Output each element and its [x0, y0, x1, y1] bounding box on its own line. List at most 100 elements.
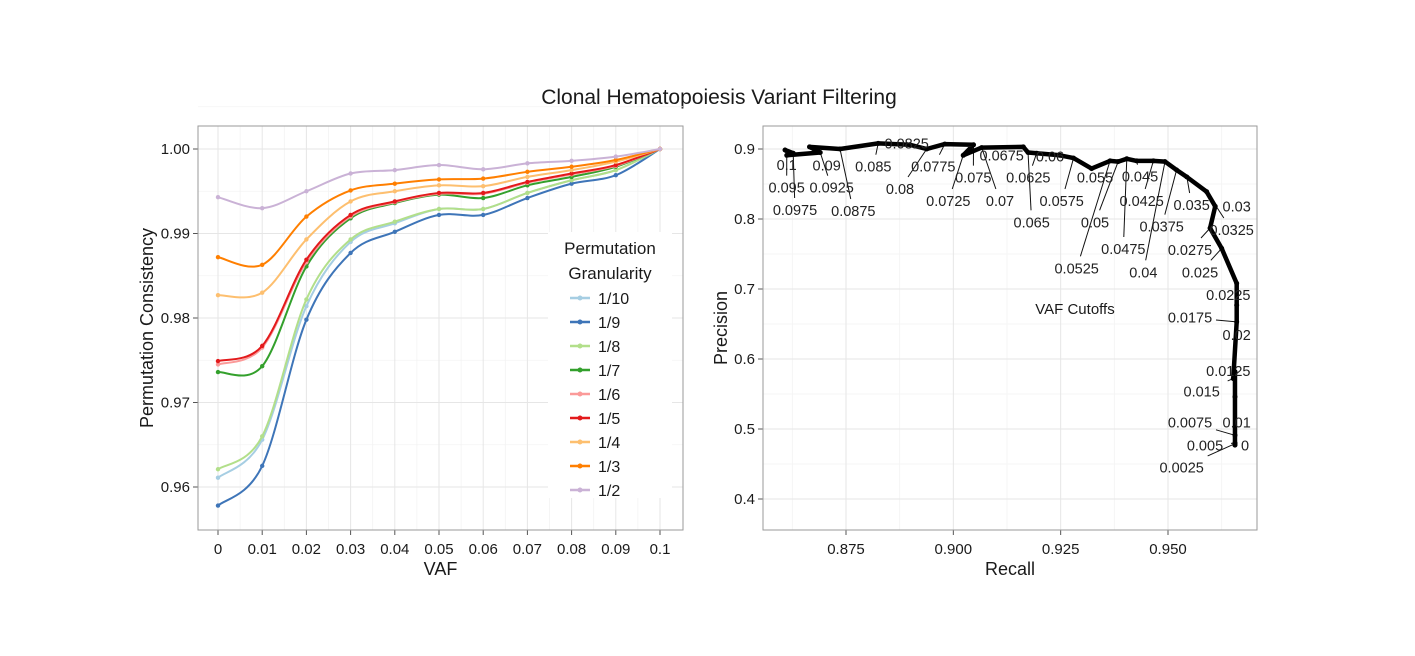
legend-key-point [578, 464, 583, 469]
legend-label: 1/7 [598, 363, 620, 380]
pr-point [971, 142, 976, 147]
x-tick-label: 0.09 [601, 541, 630, 558]
x-tick-label: 0.03 [336, 541, 365, 558]
cutoff-label: 0.06 [1036, 150, 1064, 166]
y-tick-label: 0.96 [161, 479, 190, 496]
pr-point [1232, 443, 1237, 448]
cutoff-label: 0.0275 [1168, 243, 1212, 259]
cutoff-label: 0.045 [1122, 170, 1158, 186]
data-point [348, 213, 352, 217]
x-tick-label: 0.07 [513, 541, 542, 558]
cutoff-label: 0.0625 [1006, 171, 1050, 187]
cutoff-label: 0.02 [1223, 328, 1251, 344]
data-point [304, 257, 308, 261]
figure-title: Clonal Hematopoiesis Variant Filtering [541, 86, 897, 109]
data-point [348, 237, 352, 241]
data-point [393, 189, 397, 193]
pr-point [1232, 433, 1237, 438]
cutoff-label: 0.03 [1223, 200, 1251, 216]
data-point [348, 171, 352, 175]
data-point [216, 467, 220, 471]
data-point [216, 503, 220, 507]
pr-point [818, 150, 823, 155]
cutoff-label: 0.075 [955, 171, 991, 187]
pr-point [1184, 175, 1189, 180]
data-point [525, 191, 529, 195]
data-point [304, 297, 308, 301]
cutoff-label: 0.0025 [1159, 461, 1203, 477]
cutoff-label: 0.065 [1014, 215, 1050, 231]
pr-point [961, 153, 966, 158]
y-tick-label: 0.97 [161, 395, 190, 412]
cutoff-label: 0.0975 [773, 203, 817, 219]
data-point [260, 364, 264, 368]
data-point [216, 476, 220, 480]
cutoff-label: 0.0175 [1168, 311, 1212, 327]
data-point [260, 464, 264, 468]
cutoff-label: 0.0525 [1054, 261, 1098, 277]
data-point [614, 173, 618, 177]
data-point [481, 167, 485, 171]
y-tick-label: 0.99 [161, 226, 190, 243]
cutoff-label: 0.0575 [1039, 194, 1083, 210]
y-tick-label: 0.6 [734, 351, 755, 368]
pr-point [1124, 156, 1129, 161]
cutoff-label: 0.055 [1077, 171, 1113, 187]
pr-point [1213, 204, 1218, 209]
cutoff-label: 0.0375 [1139, 220, 1183, 236]
y-axis-label: Precision [711, 291, 731, 365]
x-tick-label: 0.05 [424, 541, 453, 558]
cutoff-label: 0.035 [1174, 198, 1210, 214]
legend-title: Granularity [568, 264, 652, 283]
data-point [658, 147, 662, 151]
cutoff-label: 0.0725 [926, 194, 970, 210]
legend-key-point [578, 488, 583, 493]
data-point [525, 175, 529, 179]
cutoff-label: 0.0325 [1209, 223, 1253, 239]
cutoff-label: 0.08 [886, 182, 914, 198]
x-tick-label: 0.1 [650, 541, 671, 558]
legend-label: 1/3 [598, 459, 620, 476]
cutoff-label: 0.005 [1187, 439, 1223, 455]
data-point [348, 188, 352, 192]
x-tick-label: 0.04 [380, 541, 409, 558]
data-point [481, 196, 485, 200]
cutoff-label: 0.015 [1184, 385, 1220, 401]
data-point [393, 230, 397, 234]
x-axis-label: Recall [985, 559, 1035, 579]
data-point [304, 189, 308, 193]
pr-point [1174, 168, 1179, 173]
data-point [304, 317, 308, 321]
pr-point [1232, 394, 1237, 399]
cutoff-label: 0.1 [777, 158, 797, 174]
legend-key-point [578, 392, 583, 397]
legend-label: 1/4 [598, 435, 620, 452]
x-tick-label: 0.02 [292, 541, 321, 558]
data-point [348, 251, 352, 255]
legend-key-point [578, 296, 583, 301]
pr-point [1116, 159, 1121, 164]
data-point [525, 161, 529, 165]
cutoff-label: 0.0425 [1119, 194, 1163, 210]
legend-label: 1/6 [598, 387, 620, 404]
legend-label: 1/2 [598, 483, 620, 500]
pr-point [942, 142, 947, 147]
x-tick-label: 0.925 [1042, 541, 1080, 558]
cutoff-label: 0.0075 [1168, 415, 1212, 431]
pr-point [1134, 158, 1139, 163]
data-point [260, 206, 264, 210]
y-tick-label: 0.9 [734, 141, 755, 158]
y-tick-label: 0.98 [161, 310, 190, 327]
pr-point [876, 141, 881, 146]
data-point [393, 219, 397, 223]
data-point [481, 191, 485, 195]
legend-label: 1/5 [598, 411, 620, 428]
legend-key-point [578, 368, 583, 373]
cutoff-label: 0.0225 [1206, 288, 1250, 304]
x-tick-label: 0.01 [248, 541, 277, 558]
y-tick-label: 0.5 [734, 421, 755, 438]
legend-key-point [578, 416, 583, 421]
x-axis-label: VAF [424, 559, 458, 579]
legend-key-point [578, 344, 583, 349]
